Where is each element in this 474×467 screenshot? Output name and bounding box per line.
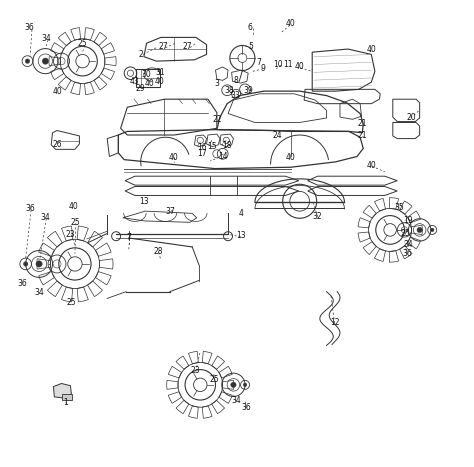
Text: 31: 31 xyxy=(155,68,165,77)
Text: 25: 25 xyxy=(210,375,219,383)
Text: 21: 21 xyxy=(357,119,367,128)
Text: 40: 40 xyxy=(366,45,376,55)
Text: 23: 23 xyxy=(191,366,201,375)
Text: 20: 20 xyxy=(407,113,417,121)
Text: 27: 27 xyxy=(158,42,168,51)
Circle shape xyxy=(36,261,42,267)
Text: 32: 32 xyxy=(313,212,322,221)
Text: 29: 29 xyxy=(136,85,146,93)
Circle shape xyxy=(430,228,434,232)
Text: 36: 36 xyxy=(241,403,251,412)
Text: 36: 36 xyxy=(17,279,27,288)
Text: 25: 25 xyxy=(78,39,87,48)
Text: 35: 35 xyxy=(394,203,404,212)
Text: 37: 37 xyxy=(166,206,175,216)
Text: 12: 12 xyxy=(330,318,339,326)
Text: 10: 10 xyxy=(273,60,283,69)
Text: 13: 13 xyxy=(236,231,246,240)
Circle shape xyxy=(25,59,30,64)
Text: 40: 40 xyxy=(155,77,165,86)
Text: 15: 15 xyxy=(207,142,217,151)
Text: 26: 26 xyxy=(52,141,62,149)
Text: 34: 34 xyxy=(40,213,50,222)
Text: 40: 40 xyxy=(169,153,178,162)
Text: 34: 34 xyxy=(42,34,52,43)
Text: 40: 40 xyxy=(69,202,79,211)
Text: 11: 11 xyxy=(283,60,293,69)
Text: 21: 21 xyxy=(357,131,367,141)
Text: 40: 40 xyxy=(145,78,155,88)
Text: 16: 16 xyxy=(197,142,207,152)
Text: 27: 27 xyxy=(183,42,192,51)
Text: 36: 36 xyxy=(25,205,35,213)
Text: 25: 25 xyxy=(400,229,410,238)
Text: 6: 6 xyxy=(248,23,253,32)
Text: 1: 1 xyxy=(64,398,68,407)
Text: 4: 4 xyxy=(238,209,243,218)
Text: 25: 25 xyxy=(66,298,76,307)
Text: 40: 40 xyxy=(53,87,63,96)
Text: 22: 22 xyxy=(212,115,222,124)
Circle shape xyxy=(243,383,247,387)
Text: 34: 34 xyxy=(231,396,241,404)
Circle shape xyxy=(231,382,236,388)
Text: 24: 24 xyxy=(273,131,282,141)
Text: 40: 40 xyxy=(286,20,296,28)
Circle shape xyxy=(417,227,422,233)
Text: 39: 39 xyxy=(244,86,254,95)
Text: 18: 18 xyxy=(222,141,231,150)
Text: 43: 43 xyxy=(129,77,139,86)
Text: 7: 7 xyxy=(126,234,131,242)
Text: 36: 36 xyxy=(24,23,34,32)
Text: 14: 14 xyxy=(218,152,228,161)
Text: 25: 25 xyxy=(70,218,80,227)
Text: 34: 34 xyxy=(34,288,44,297)
Text: 13: 13 xyxy=(139,197,149,206)
Text: 40: 40 xyxy=(366,161,376,170)
Text: 8: 8 xyxy=(234,76,238,85)
Text: 5: 5 xyxy=(248,42,253,51)
Text: 7: 7 xyxy=(256,58,261,67)
Text: 40: 40 xyxy=(295,63,305,71)
Text: 17: 17 xyxy=(197,149,207,158)
Text: 2: 2 xyxy=(138,50,143,59)
Text: 19: 19 xyxy=(403,216,413,225)
Text: 38: 38 xyxy=(225,86,234,95)
FancyBboxPatch shape xyxy=(63,394,72,400)
Text: 40: 40 xyxy=(286,153,296,162)
Text: 36: 36 xyxy=(402,249,412,258)
Text: 33: 33 xyxy=(231,91,240,100)
Polygon shape xyxy=(54,383,72,398)
Circle shape xyxy=(23,262,28,266)
Text: 9: 9 xyxy=(261,64,265,73)
Text: 34: 34 xyxy=(403,240,413,249)
Text: 28: 28 xyxy=(154,247,164,256)
Text: 3: 3 xyxy=(214,79,219,88)
Text: 30: 30 xyxy=(142,70,151,78)
Text: 23: 23 xyxy=(65,230,75,239)
Circle shape xyxy=(42,58,48,64)
